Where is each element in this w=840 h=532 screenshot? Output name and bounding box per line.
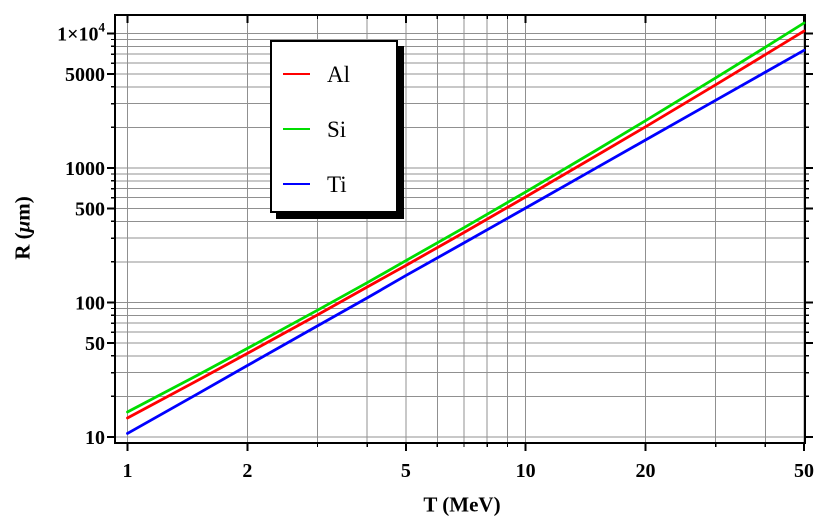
x-tick-label: 10	[516, 460, 536, 482]
y-tick-label: 1×104	[57, 19, 105, 45]
x-tick-label: 1	[123, 460, 133, 482]
y-axis-label-post: m)	[10, 196, 35, 221]
y-axis-label: R (μm)	[11, 196, 36, 260]
x-axis-label: T (MeV)	[423, 492, 501, 517]
y-tick-label: 500	[75, 198, 105, 220]
x-tick-label: 20	[636, 460, 656, 482]
legend-item-al: Al	[272, 59, 396, 89]
y-tick-label: 1000	[65, 158, 105, 180]
legend: Al Si Ti	[270, 40, 398, 213]
legend-line-swatch-ti	[283, 183, 310, 185]
legend-item-si: Si	[272, 114, 396, 144]
mu-symbol: μ	[10, 220, 35, 233]
series-line-al	[126, 29, 806, 420]
y-tick-label: 100	[75, 292, 105, 314]
series-line-si	[126, 21, 806, 414]
y-axis-label-pre: R (	[10, 232, 35, 260]
legend-label: Ti	[327, 171, 347, 197]
x-tick-label: 50	[794, 460, 814, 482]
legend-label: Al	[327, 61, 350, 87]
plot-frame	[114, 14, 806, 444]
y-tick-label: 5000	[65, 64, 105, 86]
series-line-ti	[126, 48, 806, 435]
legend-item-ti: Ti	[272, 169, 396, 199]
y-tick-label: 50	[85, 333, 105, 355]
legend-label: Si	[327, 116, 347, 142]
x-tick-label: 2	[242, 460, 252, 482]
y-tick-label: 10	[85, 427, 105, 449]
x-tick-label: 5	[401, 460, 411, 482]
legend-line-swatch-al	[283, 73, 310, 75]
legend-line-swatch-si	[283, 128, 310, 130]
